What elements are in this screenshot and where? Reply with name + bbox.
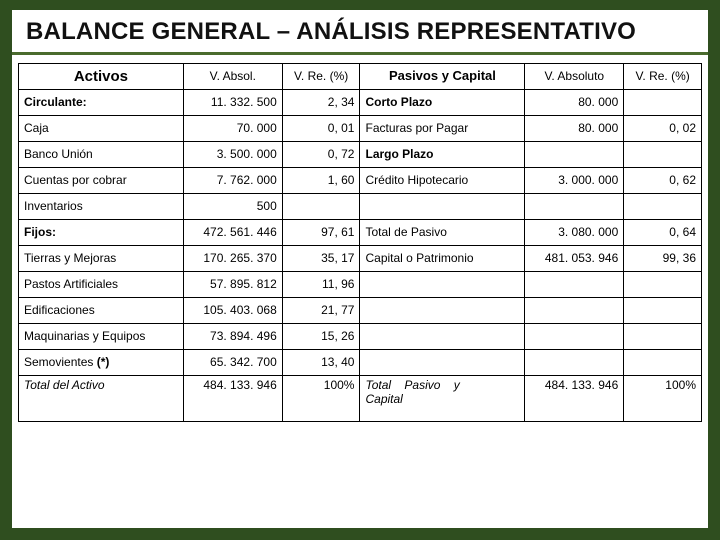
- vre-right: [624, 194, 702, 220]
- table-row: Fijos:472. 561. 44697, 61Total de Pasivo…: [19, 220, 702, 246]
- table-row: Banco Unión3. 500. 0000, 72Largo Plazo: [19, 142, 702, 168]
- table-row: Maquinarias y Equipos73. 894. 49615, 26: [19, 324, 702, 350]
- total-vabsol-left: 484. 133. 946: [183, 376, 282, 422]
- table-row: Semovientes (*)65. 342. 70013, 40: [19, 350, 702, 376]
- vabsol-left: 170. 265. 370: [183, 246, 282, 272]
- total-label-left: Total del Activo: [19, 376, 184, 422]
- total-row: Total del Activo484. 133. 946100%Total P…: [19, 376, 702, 422]
- hdr-activos: Activos: [19, 64, 184, 90]
- table-row: Caja70. 0000, 01Facturas por Pagar80. 00…: [19, 116, 702, 142]
- label-right: [360, 350, 525, 376]
- label-left: Inventarios: [19, 194, 184, 220]
- vabsol-right: 3. 080. 000: [525, 220, 624, 246]
- vabsol-left: 57. 895. 812: [183, 272, 282, 298]
- vabsol-left: 65. 342. 700: [183, 350, 282, 376]
- label-right: Total de Pasivo: [360, 220, 525, 246]
- vabsol-left: 500: [183, 194, 282, 220]
- table-container: ActivosV. Absol.V. Re. (%)Pasivos y Capi…: [12, 55, 708, 528]
- slide-inner: BALANCE GENERAL – ANÁLISIS REPRESENTATIV…: [12, 10, 708, 528]
- slide-outer: BALANCE GENERAL – ANÁLISIS REPRESENTATIV…: [0, 0, 720, 540]
- vre-right: [624, 298, 702, 324]
- table-row: Pastos Artificiales57. 895. 81211, 96: [19, 272, 702, 298]
- label-right: [360, 194, 525, 220]
- vabsol-right: [525, 298, 624, 324]
- vre-right: [624, 142, 702, 168]
- vabsol-left: 7. 762. 000: [183, 168, 282, 194]
- header-row: ActivosV. Absol.V. Re. (%)Pasivos y Capi…: [19, 64, 702, 90]
- vabsol-right: 80. 000: [525, 116, 624, 142]
- hdr-vabsol-right: V. Absoluto: [525, 64, 624, 90]
- hdr-pasivos: Pasivos y Capital: [360, 64, 525, 90]
- table-row: Circulante:11. 332. 5002, 34Corto Plazo8…: [19, 90, 702, 116]
- vabsol-left: 3. 500. 000: [183, 142, 282, 168]
- label-left: Circulante:: [19, 90, 184, 116]
- vabsol-right: [525, 272, 624, 298]
- label-right: Facturas por Pagar: [360, 116, 525, 142]
- vabsol-left: 472. 561. 446: [183, 220, 282, 246]
- vabsol-right: 481. 053. 946: [525, 246, 624, 272]
- table-row: Tierras y Mejoras170. 265. 37035, 17Capi…: [19, 246, 702, 272]
- total-label-right: Total Pasivo yCapital: [360, 376, 525, 422]
- vre-right: 0, 62: [624, 168, 702, 194]
- vre-left: [282, 194, 360, 220]
- balance-table: ActivosV. Absol.V. Re. (%)Pasivos y Capi…: [18, 63, 702, 422]
- vre-left: 21, 77: [282, 298, 360, 324]
- vre-left: 2, 34: [282, 90, 360, 116]
- vre-right: 99, 36: [624, 246, 702, 272]
- vre-left: 11, 96: [282, 272, 360, 298]
- label-left: Edificaciones: [19, 298, 184, 324]
- table-row: Edificaciones105. 403. 06821, 77: [19, 298, 702, 324]
- label-right: [360, 298, 525, 324]
- vabsol-right: [525, 142, 624, 168]
- table-row: Cuentas por cobrar7. 762. 0001, 60Crédit…: [19, 168, 702, 194]
- label-right: Largo Plazo: [360, 142, 525, 168]
- vre-left: 35, 17: [282, 246, 360, 272]
- hdr-vre-right: V. Re. (%): [624, 64, 702, 90]
- label-left: Semovientes (*): [19, 350, 184, 376]
- vabsol-left: 73. 894. 496: [183, 324, 282, 350]
- label-right: Crédito Hipotecario: [360, 168, 525, 194]
- vre-left: 97, 61: [282, 220, 360, 246]
- vre-left: 13, 40: [282, 350, 360, 376]
- vre-left: 0, 72: [282, 142, 360, 168]
- vre-right: [624, 272, 702, 298]
- vabsol-left: 11. 332. 500: [183, 90, 282, 116]
- label-left: Tierras y Mejoras: [19, 246, 184, 272]
- vabsol-right: 3. 000. 000: [525, 168, 624, 194]
- vabsol-left: 105. 403. 068: [183, 298, 282, 324]
- label-left: Pastos Artificiales: [19, 272, 184, 298]
- hdr-vre-left: V. Re. (%): [282, 64, 360, 90]
- label-right: [360, 272, 525, 298]
- vabsol-right: [525, 194, 624, 220]
- hdr-vabsol-left: V. Absol.: [183, 64, 282, 90]
- label-left: Banco Unión: [19, 142, 184, 168]
- label-left: Maquinarias y Equipos: [19, 324, 184, 350]
- label-left: Cuentas por cobrar: [19, 168, 184, 194]
- vre-right: [624, 324, 702, 350]
- vabsol-right: 80. 000: [525, 90, 624, 116]
- total-vre-right: 100%: [624, 376, 702, 422]
- total-vre-left: 100%: [282, 376, 360, 422]
- vabsol-right: [525, 350, 624, 376]
- vre-right: 0, 02: [624, 116, 702, 142]
- label-left: Fijos:: [19, 220, 184, 246]
- label-left: Caja: [19, 116, 184, 142]
- vabsol-right: [525, 324, 624, 350]
- total-vabsol-right: 484. 133. 946: [525, 376, 624, 422]
- vre-left: 15, 26: [282, 324, 360, 350]
- slide-title: BALANCE GENERAL – ANÁLISIS REPRESENTATIV…: [12, 10, 708, 55]
- vre-left: 0, 01: [282, 116, 360, 142]
- vre-left: 1, 60: [282, 168, 360, 194]
- label-right: [360, 324, 525, 350]
- label-right: Capital o Patrimonio: [360, 246, 525, 272]
- vabsol-left: 70. 000: [183, 116, 282, 142]
- table-row: Inventarios500: [19, 194, 702, 220]
- vre-right: [624, 90, 702, 116]
- label-right: Corto Plazo: [360, 90, 525, 116]
- vre-right: [624, 350, 702, 376]
- vre-right: 0, 64: [624, 220, 702, 246]
